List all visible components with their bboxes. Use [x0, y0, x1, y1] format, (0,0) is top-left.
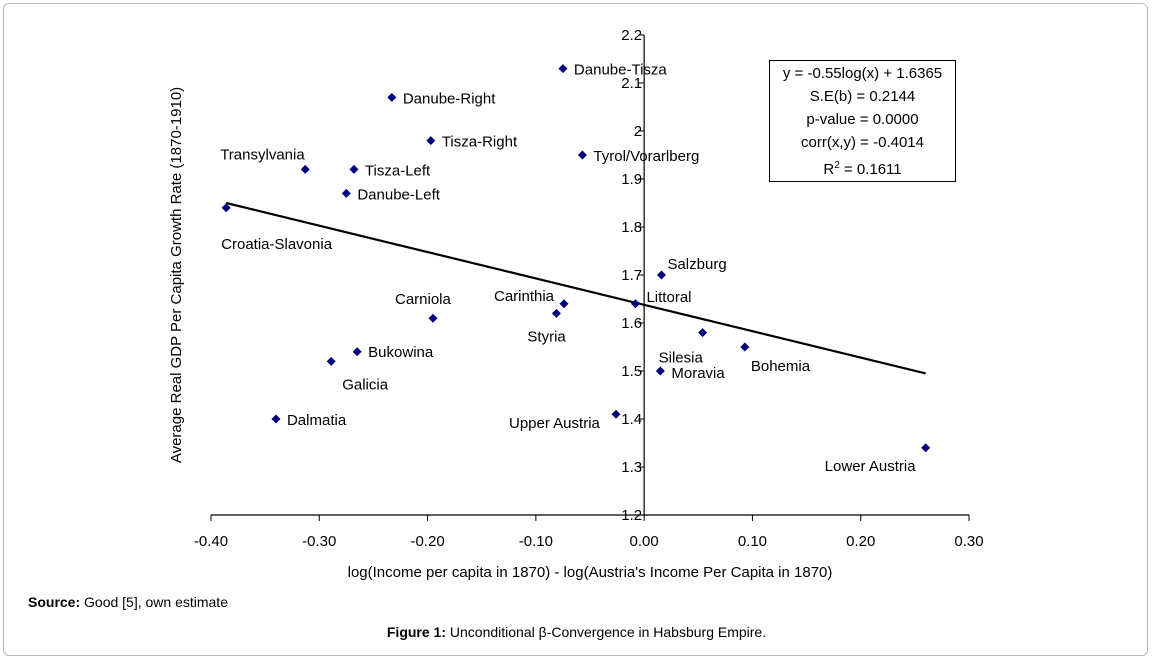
x-tick-label: 0.20	[846, 533, 875, 550]
correlation: corr(x,y) = -0.4014	[801, 133, 924, 151]
figure-text: Unconditional β-Convergence in Habsburg …	[446, 624, 767, 640]
data-point-label: Bohemia	[751, 358, 811, 375]
data-point-label: Moravia	[671, 365, 725, 382]
data-point	[630, 299, 640, 309]
source-caption: Source: Good [5], own estimate	[28, 594, 228, 610]
y-tick-label: 1.7	[621, 267, 642, 284]
data-point-label: Lower Austria	[825, 458, 917, 475]
x-tick-label: -0.40	[194, 533, 228, 550]
data-point-label: Upper Austria	[509, 415, 601, 432]
data-point	[656, 270, 666, 280]
y-tick-label: 2.1	[621, 75, 642, 92]
data-point-label: Salzburg	[667, 256, 726, 273]
point-labels: Danube-Tisza Danube-Right Tisza-Right Trans…	[220, 62, 916, 475]
x-tick-label: 0.10	[738, 533, 767, 550]
data-point-label: Silesia	[659, 350, 704, 367]
data-point	[341, 188, 351, 198]
r-squared: R2 = 0.1611	[823, 154, 901, 181]
y-axis-title: Average Real GDP Per Capita Growth Rate …	[168, 87, 185, 463]
data-point-label: Danube-Left	[357, 186, 440, 203]
source-label: Source:	[28, 594, 81, 610]
y-tick-label: 1.2	[621, 507, 642, 524]
x-axis: -0.40 -0.30 -0.20 -0.10 0.00 0.10 0.20 0.30	[194, 514, 984, 550]
data-point	[921, 443, 931, 453]
data-point	[611, 409, 621, 419]
standard-error: S.E(b) = 0.2144	[809, 87, 916, 105]
data-point-label: Littoral	[646, 289, 691, 306]
data-point-label: Styria	[527, 328, 566, 345]
x-tick-label: 0.30	[954, 533, 983, 550]
figure-frame	[3, 3, 1148, 656]
x-tick-label: -0.10	[519, 533, 553, 550]
data-point	[326, 356, 336, 366]
data-point-label: Galicia	[342, 376, 389, 393]
y-tick-label: 1.3	[621, 459, 642, 476]
y-axis: 1.2 1.3 1.4 1.5 1.6 1.7 1.8 1.9 2 2.1 2.2	[621, 27, 645, 524]
p-value: p-value = 0.0000	[806, 110, 919, 128]
r-squared-value: = 0.1611	[839, 160, 902, 178]
trendline-group	[225, 201, 926, 375]
data-point-label: Bukowina	[368, 344, 434, 361]
data-point-label: Transylvania	[220, 146, 305, 163]
data-point	[349, 164, 359, 174]
data-point-label: Carniola	[395, 291, 452, 308]
data-point-label: Dalmatia	[287, 412, 347, 429]
data-point	[698, 328, 708, 338]
y-tick-label: 1.5	[621, 363, 642, 380]
data-point	[221, 203, 231, 213]
data-point	[655, 366, 665, 376]
figure-caption: Figure 1: Unconditional β-Convergence in…	[0, 624, 1153, 640]
data-point-label: Tisza-Right	[442, 134, 518, 151]
x-axis-title: log(Income per capita in 1870) - log(Aus…	[348, 564, 833, 581]
data-point	[428, 313, 438, 323]
source-text: Good [5], own estimate	[80, 594, 228, 610]
x-tick-label: -0.30	[302, 533, 336, 550]
data-point-label: Croatia-Slavonia	[221, 236, 333, 253]
data-point	[271, 414, 281, 424]
data-point	[387, 92, 397, 102]
data-point-label: Danube-Tisza	[574, 62, 667, 79]
y-tick-label: 1.9	[621, 171, 642, 188]
y-tick-label: 2	[634, 123, 642, 140]
data-point	[740, 342, 750, 352]
regression-equation: y = -0.55log(x) + 1.6365	[782, 64, 943, 82]
trendline	[225, 201, 926, 375]
data-point-label: Tisza-Left	[365, 162, 431, 179]
data-point	[426, 136, 436, 146]
data-point-label: Tyrol/Vorarlberg	[593, 148, 699, 165]
data-point-label: Carinthia	[494, 288, 555, 305]
data-point	[300, 164, 310, 174]
y-tick-label: 2.2	[621, 27, 642, 44]
data-point	[551, 308, 561, 318]
y-tick-label: 1.8	[621, 219, 642, 236]
x-tick-label: 0.00	[630, 533, 659, 550]
y-tick-label: 1.4	[621, 411, 642, 428]
r-squared-exponent: 2	[834, 159, 840, 171]
r-squared-prefix: R	[823, 160, 835, 178]
regression-stats-box: y = -0.55log(x) + 1.6365 S.E(b) = 0.2144…	[769, 60, 956, 182]
data-point	[352, 347, 362, 357]
data-points	[221, 64, 931, 453]
data-point	[577, 150, 587, 160]
y-tick-label: 1.6	[621, 315, 642, 332]
figure-label: Figure 1:	[386, 624, 446, 640]
data-point	[559, 299, 569, 309]
x-tick-label: -0.20	[410, 533, 444, 550]
data-point-label: Danube-Right	[403, 90, 496, 107]
data-point	[558, 64, 568, 74]
